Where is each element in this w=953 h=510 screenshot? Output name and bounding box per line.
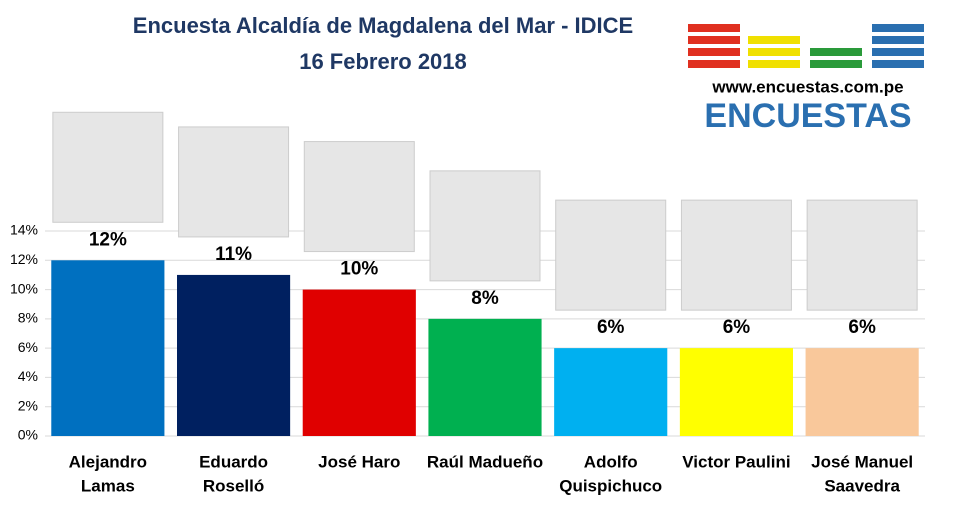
bar xyxy=(554,348,668,436)
candidate-photo xyxy=(303,141,415,253)
bar xyxy=(51,260,165,436)
logo-bar xyxy=(688,36,740,44)
x-tick-label: Eduardo xyxy=(199,452,268,471)
logo: www.encuestas.com.pe ENCUESTAS xyxy=(688,24,924,135)
candidate-photo xyxy=(429,170,541,282)
logo-bar xyxy=(748,36,800,44)
y-tick-label: 12% xyxy=(10,251,38,267)
value-label: 10% xyxy=(340,259,378,280)
logo-bar xyxy=(748,48,800,56)
logo-bar xyxy=(748,60,800,68)
value-label: 8% xyxy=(471,288,499,309)
logo-name: ENCUESTAS xyxy=(704,97,911,135)
x-tick-label: José Haro xyxy=(318,452,400,471)
logo-bar xyxy=(688,60,740,68)
candidate-photo xyxy=(52,111,164,223)
x-tick-label: Roselló xyxy=(203,476,264,495)
chart-subtitle: 16 Febrero 2018 xyxy=(299,49,467,74)
bar xyxy=(177,274,291,436)
value-label: 6% xyxy=(723,317,751,338)
logo-bar xyxy=(810,60,862,68)
logo-bar xyxy=(810,48,862,56)
x-tick-label: Alejandro xyxy=(69,452,147,471)
value-label: 11% xyxy=(215,244,252,265)
candidate-photo xyxy=(178,126,290,238)
value-label: 6% xyxy=(848,317,876,338)
x-tick-label: Saavedra xyxy=(824,476,900,495)
logo-url: www.encuestas.com.pe xyxy=(711,77,903,96)
y-tick-label: 8% xyxy=(18,310,38,326)
value-label: 6% xyxy=(597,317,625,338)
y-tick-label: 10% xyxy=(10,280,38,296)
y-tick-label: 4% xyxy=(18,368,38,384)
x-tick-label: Lamas xyxy=(81,476,135,495)
candidate-photo xyxy=(680,199,792,311)
bar xyxy=(805,348,919,436)
x-tick-label: José Manuel xyxy=(811,452,913,471)
candidate-photo xyxy=(555,199,667,311)
y-tick-label: 6% xyxy=(18,339,38,355)
x-tick-label: Quispichuco xyxy=(559,476,662,495)
x-tick-label: Raúl Madueño xyxy=(427,452,543,471)
chart-title: Encuesta Alcaldía de Magdalena del Mar -… xyxy=(133,13,633,38)
bar xyxy=(679,348,793,436)
logo-bar xyxy=(688,24,740,32)
bar xyxy=(302,289,416,436)
bar xyxy=(428,318,542,436)
candidate-photo xyxy=(806,199,918,311)
logo-bar xyxy=(872,48,924,56)
logo-bar xyxy=(872,60,924,68)
y-tick-label: 14% xyxy=(10,222,38,238)
x-tick-label: Adolfo xyxy=(584,452,638,471)
y-tick-label: 2% xyxy=(18,397,38,413)
logo-bar xyxy=(872,36,924,44)
logo-bar xyxy=(688,48,740,56)
value-label: 12% xyxy=(89,229,127,250)
logo-bar xyxy=(872,24,924,32)
y-tick-label: 0% xyxy=(18,427,38,443)
x-tick-label: Victor Paulini xyxy=(682,452,790,471)
